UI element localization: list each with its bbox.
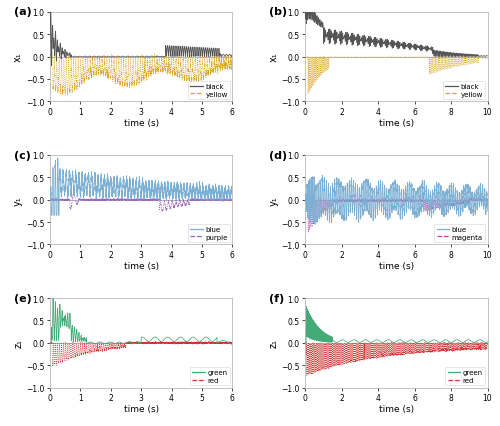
Legend: green, red: green, red [445,367,486,386]
Text: (e): (e) [14,293,32,303]
Text: (d): (d) [269,150,287,160]
Text: (c): (c) [14,150,30,160]
X-axis label: time (s): time (s) [124,118,158,128]
Legend: black, yellow: black, yellow [443,81,486,100]
X-axis label: time (s): time (s) [379,118,414,128]
Y-axis label: y₁: y₁ [268,196,278,205]
Y-axis label: y₁: y₁ [13,196,23,205]
X-axis label: time (s): time (s) [124,404,158,413]
Y-axis label: x₁: x₁ [13,52,23,62]
X-axis label: time (s): time (s) [379,404,414,413]
Legend: green, red: green, red [190,367,230,386]
Text: (b): (b) [269,7,287,17]
X-axis label: time (s): time (s) [124,262,158,271]
Y-axis label: z₁: z₁ [13,339,23,348]
Legend: black, yellow: black, yellow [188,81,230,100]
Text: (a): (a) [14,7,32,17]
Y-axis label: x₁: x₁ [268,52,278,62]
Legend: blue, magenta: blue, magenta [434,224,486,243]
Y-axis label: z₁: z₁ [268,339,278,348]
Legend: blue, purple: blue, purple [188,224,230,243]
X-axis label: time (s): time (s) [379,262,414,271]
Text: (f): (f) [269,293,284,303]
